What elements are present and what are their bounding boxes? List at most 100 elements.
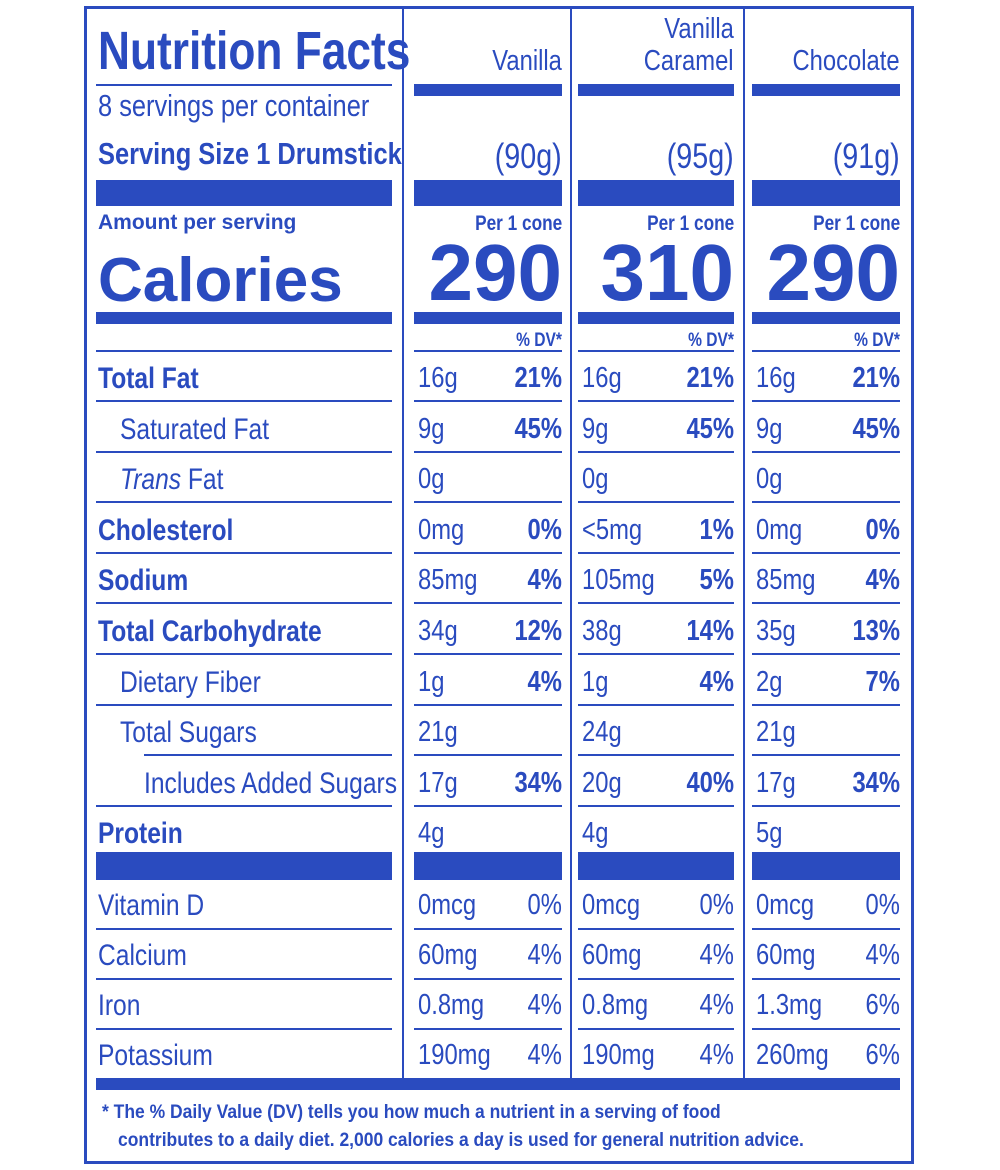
dv-header-0: % DV* [414,328,562,353]
nutrient-col-rule-7-1 [578,754,734,756]
nutrient-dv-5-1: 14% [578,614,734,649]
nutrient-label-text-8: Includes Added Sugars [144,767,398,800]
vitamin-col-rule-1-0 [414,978,562,980]
vitamin-dv-3-2: 6% [752,1038,900,1073]
nutrient-row-rule-8 [96,805,392,807]
vitamin-dv-1-1: 4% [578,938,734,973]
vitamin-bar-2 [752,852,900,880]
nutrient-col-rule-0-1 [578,400,734,402]
nutrient-amount-1-0-text: 9g [418,413,445,445]
nutrient-col-rule-8-1 [578,805,734,807]
nutrient-amount-1-2-text: 9g [756,413,783,445]
nutrient-amount-6-2-text: 2g [756,666,783,698]
nutrient-amount-0-1: 16g [582,361,738,396]
vitamin-label-text-2: Iron [98,989,141,1022]
nutrient-dv-6-0-text: 4% [527,666,562,698]
nutrient-amount-7-2-text: 21g [756,716,796,748]
nutrient-dv-3-2-text: 0% [865,514,900,546]
nutrient-amount-5-2-text: 35g [756,615,796,647]
nutrient-amount-6-1: 1g [582,665,738,700]
vitamin-amount-1-2-text: 60mg [756,939,816,971]
nutrient-dv-8-2: 34% [752,766,900,801]
nutrient-amount-7-1-text: 24g [582,716,622,748]
product-name-line1-1: Vanilla [578,12,734,47]
nutrient-dv-5-2: 13% [752,614,900,649]
nutrient-label-6: Dietary Fiber [120,665,292,701]
nutrient-dv-0-0-text: 21% [514,362,562,394]
serving-size-0: (90g) [414,136,562,177]
nutrient-amount-8-1-text: 20g [582,767,622,799]
left-thick-bar [96,180,392,206]
nutrient-amount-0-0: 16g [418,361,566,396]
nutrient-dv-0-0: 21% [414,361,562,396]
product-name-line2-1: Caramel [578,44,734,79]
nutrient-amount-4-2-text: 85mg [756,564,816,596]
vitamin-dv-1-2-text: 4% [865,939,900,971]
vitamin-amount-2-2: 1.3mg [756,988,904,1023]
nutrient-dv-7-1 [578,715,734,750]
vitamin-dv-0-0-text: 0% [527,889,562,921]
serving-size-2-text: (91g) [832,137,900,176]
nutrient-amount-1-2: 9g [756,412,904,447]
vitamin-dv-0-1: 0% [578,888,734,923]
nutrient-col-rule-8-0 [414,805,562,807]
vitamin-dv-0-1-text: 0% [699,889,734,921]
nutrient-amount-7-1: 24g [582,715,738,750]
vitamin-label-text-1: Calcium [98,939,187,972]
product-name-line2-2-text: Chocolate [792,45,900,77]
nutrient-col-rule-1-0 [414,451,562,453]
vitamin-amount-3-0-text: 190mg [418,1039,491,1071]
nutrient-col-rule-0-0 [414,400,562,402]
vitamin-dv-2-0-text: 4% [527,989,562,1021]
nutrient-amount-9-0: 4g [418,816,566,851]
nutrient-col-rule-3-2 [752,552,900,554]
nutrient-row-rule-6 [96,704,392,706]
product-name-line1-1-text: Vanilla [664,13,734,45]
vitamin-amount-2-1: 0.8mg [582,988,738,1023]
nutrient-amount-7-0-text: 21g [418,716,458,748]
nutrient-label-text-4: Sodium [98,564,189,597]
per-cone-1: Per 1 cone [578,210,734,237]
vitamin-dv-2-2: 6% [752,988,900,1023]
calories-value-0: 290 [404,230,562,316]
vitamin-amount-1-1-text: 60mg [582,939,642,971]
vitamin-amount-2-1-text: 0.8mg [582,989,649,1021]
vitamin-amount-0-2: 0mcg [756,888,904,923]
nutrient-dv-4-2: 4% [752,563,900,598]
nutrient-dv-0-2: 21% [752,361,900,396]
nutrient-dv-2-2 [752,462,900,497]
product-name-line2-1-text: Caramel [644,45,734,77]
nutrient-dv-6-1-text: 4% [699,666,734,698]
vitamin-col-rule-0-2 [752,928,900,930]
nutrient-amount-1-0: 9g [418,412,566,447]
nutrient-row-rule-1 [96,451,392,453]
nutrient-col-rule-2-0 [414,501,562,503]
nutrient-amount-4-1-text: 105mg [582,564,655,596]
vitamin-label-text-0: Vitamin D [98,889,205,922]
product-name-line2-0-text: Vanilla [492,45,562,77]
nutrient-amount-5-1-text: 38g [582,615,622,647]
nutrient-col-rule-4-2 [752,602,900,604]
nutrient-row-rule-5 [96,653,392,655]
vitamin-amount-3-1: 190mg [582,1038,738,1073]
nutrient-dv-3-1-text: 1% [699,514,734,546]
vitamin-dv-3-0: 4% [414,1038,562,1073]
nutrient-label-text-5: Total Carbohydrate [98,615,322,648]
nutrient-amount-6-2: 2g [756,665,904,700]
nutrient-col-rule-7-0 [414,754,562,756]
nutrient-dv-8-0: 34% [414,766,562,801]
vitamin-dv-0-2-text: 0% [865,889,900,921]
nutrient-amount-7-0: 21g [418,715,566,750]
vitamin-dv-3-0-text: 4% [527,1039,562,1071]
title-underline [96,84,392,86]
footnote-line-1: * The % Daily Value (DV) tells you how m… [102,1102,721,1123]
nutrient-dv-6-1: 4% [578,665,734,700]
thick-bar-1 [578,180,734,206]
nutrient-dv-7-2 [752,715,900,750]
product-header-bar-0 [414,84,562,96]
product-name-line1-2 [752,12,900,47]
calories-bar-1 [578,312,734,324]
nutrient-amount-4-1: 105mg [582,563,738,598]
vitamin-label-1: Calcium [98,938,206,974]
nutrient-row-rule-3 [96,552,392,554]
